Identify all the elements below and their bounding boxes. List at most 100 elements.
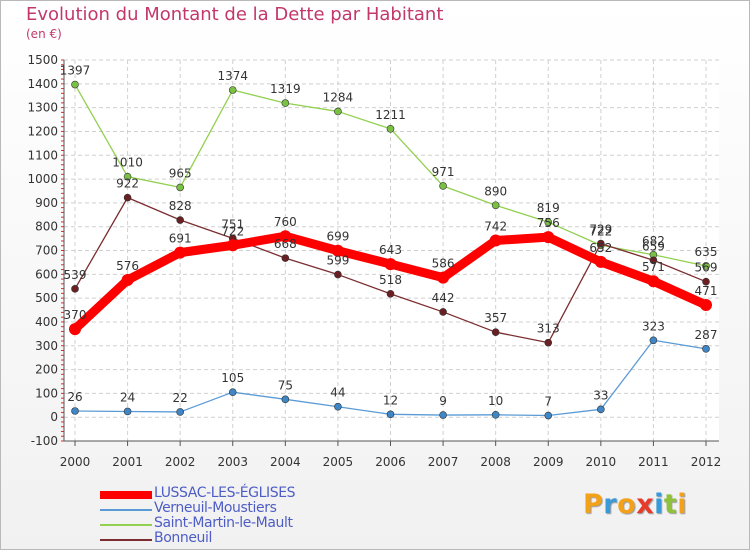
data-point [176,408,184,416]
data-label: 1010 [112,156,143,170]
data-point [281,395,290,404]
data-label: 635 [695,245,718,259]
x-tick-label: 2004 [270,455,301,469]
axes: 1500140013001200110010009008007006005004… [27,53,721,469]
data-label: 751 [221,217,244,231]
data-label: 44 [330,386,345,400]
data-point [384,258,397,271]
data-point [71,80,79,89]
legend-swatch-0 [100,491,152,499]
data-label: 890 [484,184,507,198]
y-tick-label: 1400 [27,77,58,91]
data-label: 971 [432,165,455,179]
data-point [279,230,292,243]
data-label: 659 [642,239,665,253]
logo-letter: P [583,489,604,520]
data-point [334,270,342,279]
data-label: 357 [484,311,507,325]
data-point [702,277,710,286]
y-tick-label: 900 [35,196,58,210]
data-point [386,290,395,298]
data-label: 323 [642,319,665,333]
data-label: 569 [695,261,718,275]
data-point [439,411,447,419]
x-tick-label: 2005 [323,455,354,469]
data-point [542,231,555,244]
data-point [176,183,184,192]
data-point [334,402,342,411]
data-label: 828 [169,199,192,213]
data-point [439,182,447,190]
data-point [123,407,132,416]
y-tick-label: 100 [35,386,58,400]
data-point [544,218,553,226]
data-point [597,239,605,248]
x-tick-label: 2011 [638,455,669,469]
data-label: 9 [439,394,447,408]
data-label: 22 [173,391,188,405]
data-label: 756 [537,216,560,230]
data-point [647,275,660,288]
data-point [439,308,447,316]
gridlines [64,59,719,442]
data-point [69,323,81,336]
plot-area [64,60,719,441]
data-point [228,388,237,396]
data-point [71,407,79,415]
y-tick-label: 700 [35,244,58,258]
data-label: 471 [695,284,718,298]
x-tick-label: 2002 [165,455,196,469]
data-label: 10 [488,394,503,408]
data-labels-layer: 1397101096513741319128412119718908197226… [60,64,718,409]
data-point [386,125,395,133]
logo-letter: i [677,489,688,520]
data-label: 965 [169,166,192,180]
y-tick-label: 1300 [27,101,58,115]
proxiti-logo: Proxiti [583,489,687,520]
data-label: 539 [64,268,87,282]
x-tick-label: 2012 [691,455,722,469]
data-point [334,107,342,116]
data-point [71,285,79,293]
data-label: 722 [221,224,244,238]
data-point [121,274,134,287]
data-label: 729 [589,223,612,237]
data-point [491,411,500,419]
data-point [649,336,658,345]
logo-letter: x [636,489,655,520]
data-point [597,405,605,414]
data-point [174,246,187,259]
y-tick-label: 1200 [27,124,58,138]
data-point [544,338,553,347]
x-tick-label: 2003 [217,455,248,469]
chart-title: Evolution du Montant de la Dette par Hab… [26,4,444,25]
y-tick-label: 600 [35,267,58,281]
y-tick-label: 0 [50,410,58,424]
data-label: 668 [274,237,297,251]
series-layer [69,80,712,420]
data-label: 7 [544,395,552,409]
unit-label: (en €) [26,27,62,41]
x-tick-label: 2000 [60,455,91,469]
data-label: 1319 [270,82,301,96]
legend-swatch-1 [100,509,152,511]
data-point [176,216,184,224]
data-label: 75 [278,378,293,392]
y-tick-label: 1000 [27,172,58,186]
logo-letter: o [617,489,637,520]
data-label: 922 [116,177,139,191]
data-label: 105 [221,371,244,385]
y-tick-label: -100 [31,434,58,448]
data-point [281,99,290,107]
data-point [544,411,553,420]
data-label: 682 [642,234,665,248]
data-label: 313 [537,322,560,336]
data-point [331,244,344,257]
y-tick-label: 800 [35,220,58,234]
data-label: 442 [432,291,455,305]
data-point [702,345,710,353]
data-label: 691 [169,232,192,246]
y-tick-label: 500 [35,291,58,305]
legend-label-1: Verneuil-Moustiers [154,500,277,516]
